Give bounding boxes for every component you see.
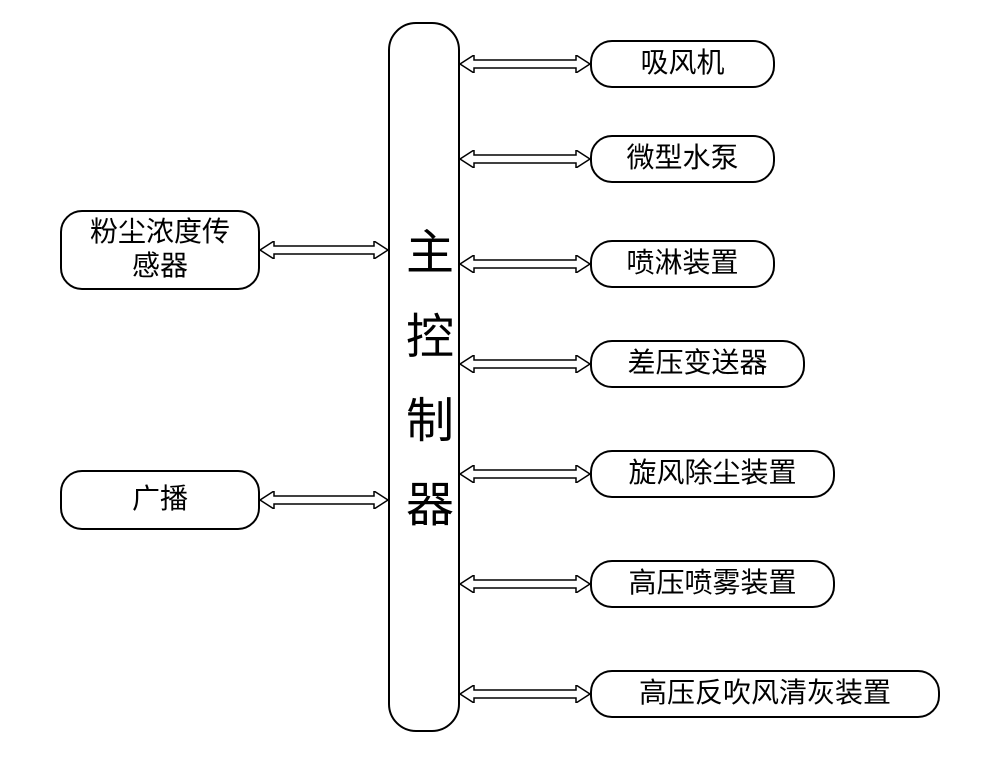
spray-node: 喷淋装置 bbox=[590, 240, 775, 288]
arrow-spray bbox=[460, 255, 590, 273]
dust-sensor-node: 粉尘浓度传感器 bbox=[60, 210, 260, 290]
fan-node: 吸风机 bbox=[590, 40, 775, 88]
dp-transmitter-node: 差压变送器 bbox=[590, 340, 805, 388]
arrow-pump bbox=[460, 150, 590, 168]
arrow-cyclone bbox=[460, 465, 590, 483]
arrow-hp-blow bbox=[460, 685, 590, 703]
cyclone-node: 旋风除尘装置 bbox=[590, 450, 835, 498]
arrow-fan bbox=[460, 55, 590, 73]
hp-blowback-node: 高压反吹风清灰装置 bbox=[590, 670, 940, 718]
arrow-dust-sensor bbox=[260, 241, 388, 259]
pump-node: 微型水泵 bbox=[590, 135, 775, 183]
diagram-canvas: 主控制器 粉尘浓度传感器 广播 吸风机 微型水泵 喷淋装置 差压变送器 旋风除尘… bbox=[0, 0, 1000, 760]
broadcast-node: 广播 bbox=[60, 470, 260, 530]
hp-spray-node: 高压喷雾装置 bbox=[590, 560, 835, 608]
arrow-broadcast bbox=[260, 491, 388, 509]
arrow-dp bbox=[460, 355, 590, 373]
arrow-hp-spray bbox=[460, 575, 590, 593]
main-controller-node: 主控制器 bbox=[388, 22, 460, 732]
